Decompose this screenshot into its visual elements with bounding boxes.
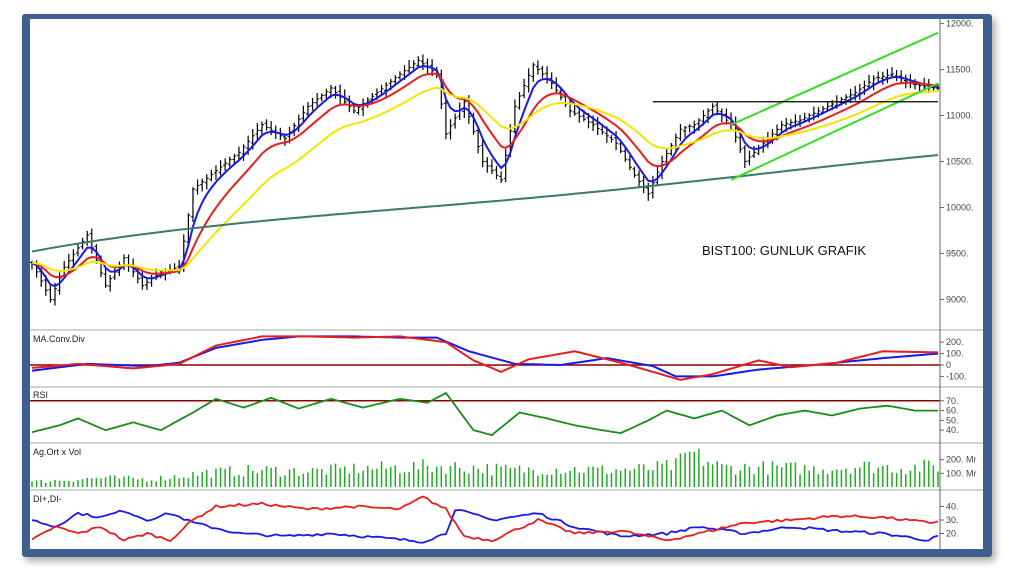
y-tick-label: 200. [946, 337, 964, 347]
y-tick-label: 40. [946, 502, 959, 512]
di-line [31, 495, 939, 543]
di-line [31, 509, 939, 544]
y-tick-label: 0 [946, 360, 951, 370]
channel-line [730, 31, 939, 126]
y-tick-label: 30. [946, 515, 959, 525]
y-tick-label: 20. [946, 529, 959, 539]
pane-title: Ag.Ort x Vol [33, 447, 81, 457]
y-tick-label: 50. [946, 415, 959, 425]
y-tick-label: 70. [946, 396, 959, 406]
chart-title: BIST100: GUNLUK GRAFIK [702, 243, 866, 258]
chart-svg: 12000. 11500. 11000. 10500. 10000. 9500. 9000.… [30, 19, 983, 549]
y-tick-label: -100. [946, 371, 967, 381]
moving-average-line [31, 86, 939, 273]
moving-average-line [31, 65, 939, 288]
y-tick-label: 100. [946, 349, 964, 359]
macd-pane [30, 335, 940, 381]
y-tick-label: 200. Mr [946, 455, 977, 465]
macd-series-line [31, 335, 939, 378]
pane-title: RSI [33, 390, 48, 400]
y-tick-label: 11500. [946, 65, 973, 75]
y-tick-label: 10500. [946, 157, 974, 167]
volume-pane [31, 448, 939, 487]
pane-title: DI+,DI- [33, 494, 62, 504]
y-tick-label: 9000. [946, 294, 969, 304]
pane-title: MA.Conv.Div [33, 334, 85, 344]
channel-line [730, 82, 939, 181]
y-tick-label: 9500. [946, 248, 969, 258]
macd-series-line [31, 335, 939, 381]
chart-frame: 12000. 11500. 11000. 10500. 10000. 9500. 9000.… [22, 14, 992, 557]
chart-canvas: 12000. 11500. 11000. 10500. 10000. 9500. 9000.… [30, 19, 983, 549]
y-tick-label: 11000. [946, 111, 973, 121]
y-axes: 12000. 11500. 11000. 10500. 10000. 9500. 9000.… [33, 19, 977, 549]
moving-average-line [31, 154, 939, 253]
rsi-line [31, 391, 938, 437]
y-tick-label: 60. [946, 406, 959, 416]
rsi-pane [30, 391, 940, 437]
y-tick-label: 40. [946, 425, 959, 435]
dmi-pane [31, 495, 939, 544]
y-tick-label: 10000. [946, 202, 974, 212]
y-tick-label: 100. Mr [946, 468, 977, 478]
separators [30, 329, 983, 491]
price-pane [30, 31, 940, 306]
y-tick-label: 12000. [946, 19, 974, 29]
